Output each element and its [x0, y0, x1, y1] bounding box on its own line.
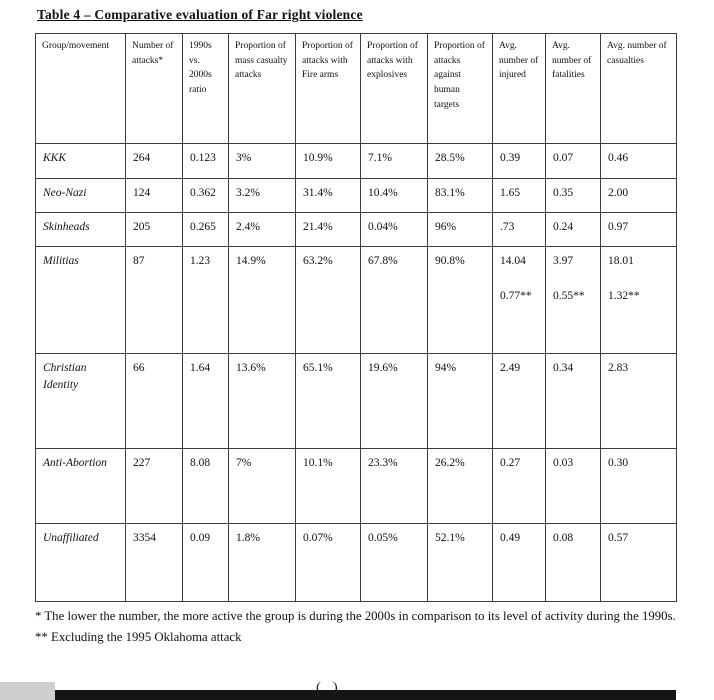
table-cell: 52.1% [427, 523, 493, 602]
table-cell: 1.65 [492, 178, 546, 213]
table-cell: 2.83 [600, 353, 677, 449]
table-cell: Neo-Nazi [35, 178, 126, 213]
table-cell: Skinheads [35, 212, 126, 247]
table-cell: 0.35 [545, 178, 601, 213]
table-cell: 0.08 [545, 523, 601, 602]
table-cell: 21.4% [295, 212, 361, 247]
table-cell: 14.9% [228, 246, 296, 354]
table-cell: KKK [35, 143, 126, 179]
table-cell: 0.07% [295, 523, 361, 602]
table-cell: 7% [228, 448, 296, 524]
table-cell: 23.3% [360, 448, 428, 524]
table-cell: 3354 [125, 523, 183, 602]
table-cell: 19.6% [360, 353, 428, 449]
column-header: Number of attacks* [125, 33, 183, 144]
table-cell: Anti-Abortion [35, 448, 126, 524]
table-cell: 3.97 0.55** [545, 246, 601, 354]
table-row: Neo-Nazi 124 0.362 3.2% 31.4% 10.4% 83.1… [35, 178, 677, 213]
table-cell: 2.00 [600, 178, 677, 213]
table-cell: 0.27 [492, 448, 546, 524]
table-cell: 0.03 [545, 448, 601, 524]
table-cell: 2.4% [228, 212, 296, 247]
footnote-one: * The lower the number, the more active … [35, 609, 676, 623]
column-header: Avg. number of injured [492, 33, 546, 144]
table-cell: 65.1% [295, 353, 361, 449]
table-cell: 0.39 [492, 143, 546, 179]
column-header: Group/movement [35, 33, 126, 144]
table-row: Skinheads 205 0.265 2.4% 21.4% 0.04% 96%… [35, 212, 677, 247]
footnotes: * The lower the number, the more active … [35, 607, 683, 646]
table-cell: 3% [228, 143, 296, 179]
table-cell: 0.265 [182, 212, 229, 247]
table-cell: 0.123 [182, 143, 229, 179]
table-cell: 2.49 [492, 353, 546, 449]
column-header: Proportion of attacks with explosives [360, 33, 428, 144]
table-cell: 28.5% [427, 143, 493, 179]
table-cell: 7.1% [360, 143, 428, 179]
table-cell: 87 [125, 246, 183, 354]
table-cell: 264 [125, 143, 183, 179]
footer-bar [55, 690, 676, 700]
table-cell: 10.1% [295, 448, 361, 524]
table-cell: 10.9% [295, 143, 361, 179]
table-cell: 13.6% [228, 353, 296, 449]
table-cell: 0.57 [600, 523, 677, 602]
table-row: Militias 87 1.23 14.9% 63.2% 67.8% 90.8%… [35, 246, 677, 354]
table-cell: 0.05% [360, 523, 428, 602]
table-cell: 227 [125, 448, 183, 524]
table-row: Anti-Abortion 227 8.08 7% 10.1% 23.3% 26… [35, 448, 677, 524]
table-cell: Militias [35, 246, 126, 354]
page-number-marker: ( ) [316, 680, 342, 696]
table-cell: 205 [125, 212, 183, 247]
table-cell: 3.2% [228, 178, 296, 213]
table-cell: 0.24 [545, 212, 601, 247]
table-cell: 96% [427, 212, 493, 247]
table-cell: 90.8% [427, 246, 493, 354]
table-cell: 8.08 [182, 448, 229, 524]
footer-bar-left [0, 682, 55, 700]
table-cell: 0.30 [600, 448, 677, 524]
table-cell: 31.4% [295, 178, 361, 213]
table-cell: 14.04 0.77** [492, 246, 546, 354]
table-cell: 124 [125, 178, 183, 213]
table-cell: 63.2% [295, 246, 361, 354]
footnote-two: ** Excluding the 1995 Oklahoma attack [35, 629, 242, 644]
table-cell: 0.09 [182, 523, 229, 602]
table-cell: 1.8% [228, 523, 296, 602]
table-title: Table 4 – Comparative evaluation of Far … [37, 7, 363, 22]
table-cell: 1.64 [182, 353, 229, 449]
column-header: Proportion of mass casualty attacks [228, 33, 296, 144]
table-row: KKK 264 0.123 3% 10.9% 7.1% 28.5% 0.39 0… [35, 143, 677, 179]
table-cell: 67.8% [360, 246, 428, 354]
table-cell: 66 [125, 353, 183, 449]
table-cell: 18.01 1.32** [600, 246, 677, 354]
table-cell: 26.2% [427, 448, 493, 524]
table-cell: 83.1% [427, 178, 493, 213]
table-row: Christian Identity 66 1.64 13.6% 65.1% 1… [35, 353, 677, 449]
table-cell: 0.362 [182, 178, 229, 213]
column-header: Proportion of attacks against human targ… [427, 33, 493, 144]
column-header: Avg. number of fatalities [545, 33, 601, 144]
table-cell: .73 [492, 212, 546, 247]
column-header: 1990s vs. 2000s ratio [182, 33, 229, 144]
table-cell: 0.46 [600, 143, 677, 179]
table-cell: Christian Identity [35, 353, 126, 449]
table-cell: 94% [427, 353, 493, 449]
table-cell: 10.4% [360, 178, 428, 213]
document-page: Table 4 – Comparative evaluation of Far … [35, 7, 683, 646]
table-cell: 0.07 [545, 143, 601, 179]
table-cell: 0.49 [492, 523, 546, 602]
table-cell: 0.34 [545, 353, 601, 449]
table-cell: 1.23 [182, 246, 229, 354]
header-row: Group/movement Number of attacks* 1990s … [35, 33, 677, 144]
column-header: Avg. number of casualties [600, 33, 677, 144]
table-cell: 0.97 [600, 212, 677, 247]
table-cell: Unaffiliated [35, 523, 126, 602]
table-cell: 0.04% [360, 212, 428, 247]
table-row: Unaffiliated 3354 0.09 1.8% 0.07% 0.05% … [35, 523, 677, 602]
comparative-table: Group/movement Number of attacks* 1990s … [35, 33, 677, 602]
column-header: Proportion of attacks with Fire arms [295, 33, 361, 144]
